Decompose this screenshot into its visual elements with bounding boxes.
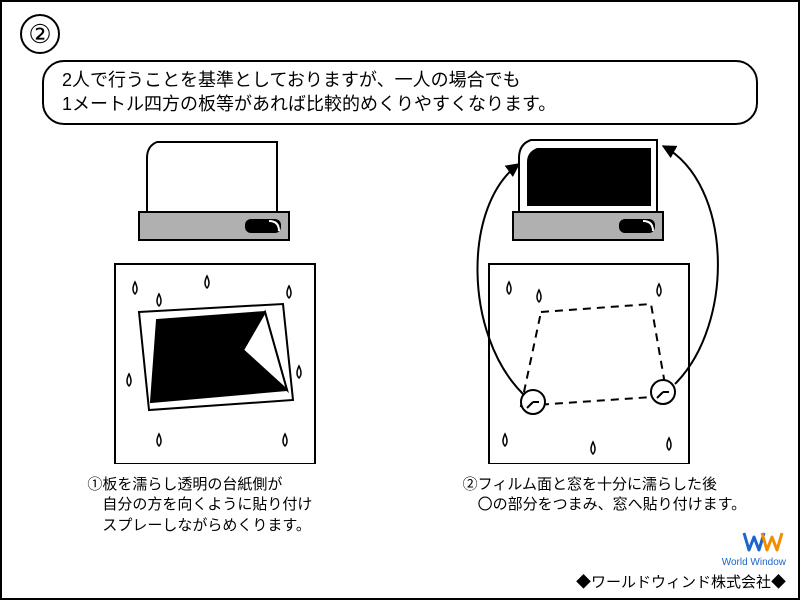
footer-logo: World Window	[722, 530, 786, 568]
caption-line: 自分の方を向くように貼り付け	[87, 495, 377, 515]
panel-left-illustration	[47, 134, 377, 469]
instruction-line-1: 2人で行うことを基準としておりますが、一人の場合でも	[62, 68, 738, 92]
spray-unit-icon	[139, 142, 289, 240]
caption-line: ①板を濡らし透明の台紙側が	[87, 475, 377, 495]
footer-company: ◆ワールドウィンド株式会社◆	[576, 571, 786, 592]
instruction-box: 2人で行うことを基準としておりますが、一人の場合でも 1メートル四方の板等があれ…	[42, 60, 758, 125]
step-number-badge: ②	[20, 14, 60, 54]
panel-right: ②フィルム面と窓を十分に濡らした後 〇の部分をつまみ、窓へ貼り付けます。	[423, 134, 753, 536]
caption-line: ②フィルム面と窓を十分に濡らした後	[463, 475, 753, 495]
step-number-text: ②	[28, 19, 51, 50]
board-outline-icon	[489, 264, 689, 464]
window-with-film-icon	[513, 140, 663, 240]
panel-left: ①板を濡らし透明の台紙側が 自分の方を向くように貼り付け スプレーしながらめくり…	[47, 134, 377, 536]
caption-line: スプレーしながらめくります。	[87, 516, 377, 536]
instruction-line-2: 1メートル四方の板等があれば比較的めくりやすくなります。	[62, 92, 738, 116]
panel-right-illustration	[423, 134, 753, 469]
panel-left-caption: ①板を濡らし透明の台紙側が 自分の方を向くように貼り付け スプレーしながらめくり…	[47, 475, 377, 536]
ww-logo-icon	[742, 530, 786, 554]
logo-label: World Window	[722, 557, 786, 568]
panel-right-caption: ②フィルム面と窓を十分に濡らした後 〇の部分をつまみ、窓へ貼り付けます。	[423, 475, 753, 516]
board-icon	[115, 264, 315, 464]
caption-line: 〇の部分をつまみ、窓へ貼り付けます。	[463, 495, 753, 515]
panels-row: ①板を濡らし透明の台紙側が 自分の方を向くように貼り付け スプレーしながらめくり…	[2, 134, 798, 536]
